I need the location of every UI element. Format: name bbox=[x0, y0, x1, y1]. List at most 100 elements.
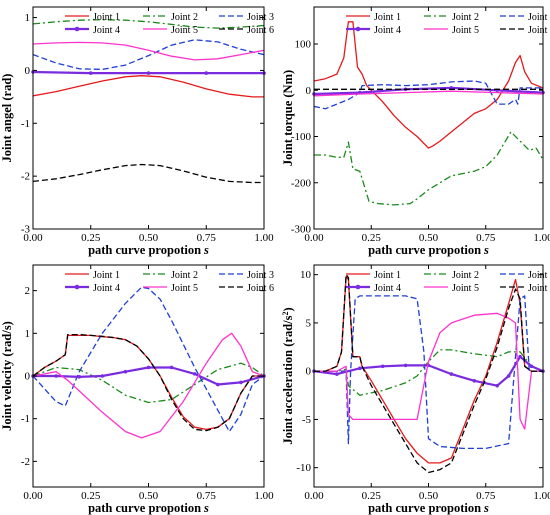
series-line-joint-4 bbox=[314, 86, 543, 96]
legend-label-joint-3: Joint 3 bbox=[247, 12, 274, 23]
plot-frame bbox=[313, 6, 544, 230]
series-line-joint-6 bbox=[314, 274, 543, 474]
legend-label-joint-5: Joint 5 bbox=[452, 25, 479, 36]
series-line-joint-5 bbox=[314, 90, 543, 97]
legend-label-joint-1: Joint 1 bbox=[93, 12, 120, 23]
y-tick-label: -100 bbox=[291, 131, 312, 143]
y-tick-label: 5 bbox=[306, 317, 312, 329]
series-line-joint-5 bbox=[33, 332, 264, 439]
y-axis-label: Joint torque (Nm) bbox=[281, 70, 295, 166]
series-line-joint-5 bbox=[314, 312, 543, 430]
legend-label-joint-3: Joint 3 bbox=[528, 12, 550, 23]
series-line-joint-4 bbox=[33, 366, 264, 386]
y-tick-label: -3 bbox=[21, 224, 31, 236]
y-tick-label: -10 bbox=[296, 462, 311, 474]
y-axis-label: Joint velocity (rad/s) bbox=[0, 321, 14, 431]
series-line-joint-1 bbox=[33, 75, 264, 98]
chart-panel-1: 0.00 0.25 0.50 0.75 1.00 -3 -2 -1 0 1 path curve p… bbox=[0, 6, 274, 257]
series-point-joint-4 bbox=[216, 382, 220, 387]
x-axis-label-symbol: s bbox=[483, 501, 489, 515]
series-point-joint-4 bbox=[358, 366, 362, 371]
legend-label-joint-2: Joint 2 bbox=[452, 12, 479, 23]
series-line-joint-3 bbox=[33, 286, 264, 433]
series-line-joint-6 bbox=[33, 333, 264, 432]
legend-label-joint-1: Joint 1 bbox=[374, 12, 401, 23]
legend-label-joint-1: Joint 1 bbox=[374, 270, 401, 281]
series-line-joint-3 bbox=[314, 80, 543, 110]
x-axis-label-symbol: s bbox=[483, 243, 489, 257]
x-tick-label: 1.00 bbox=[254, 490, 274, 502]
series-point-joint-4 bbox=[335, 372, 339, 376]
x-tick-label: 0.50 bbox=[419, 490, 439, 502]
series-point-joint-4 bbox=[54, 374, 58, 378]
x-tick-label: 1.00 bbox=[533, 232, 550, 244]
series-line-joint-2 bbox=[314, 131, 543, 206]
series-point-joint-4 bbox=[239, 380, 243, 385]
legend-marker-joint-4 bbox=[74, 284, 80, 290]
series-point-joint-4 bbox=[518, 354, 522, 359]
legend-label-joint-6: Joint 6 bbox=[528, 283, 550, 294]
x-tick-label: 0.25 bbox=[81, 232, 101, 244]
y-tick-label: 10 bbox=[300, 269, 312, 281]
y-axis-label-text: Joint acceleration (rad/s bbox=[281, 315, 295, 444]
series-point-joint-4 bbox=[77, 375, 81, 379]
y-tick-label: 0 bbox=[306, 85, 312, 97]
series-line-joint-5 bbox=[33, 41, 264, 61]
series-point-joint-4 bbox=[100, 374, 105, 378]
y-axis-label: Joint angel (rad) bbox=[0, 74, 14, 163]
x-axis-label-symbol: s bbox=[203, 501, 209, 515]
y-axis-label-text: Joint velocity (rad/s) bbox=[0, 321, 14, 431]
x-tick-label: 0.00 bbox=[304, 490, 324, 502]
series-line-joint-3 bbox=[33, 39, 264, 71]
series-point-joint-4 bbox=[146, 365, 151, 370]
legend-marker-joint-4 bbox=[74, 26, 80, 32]
x-tick-label: 0.00 bbox=[304, 232, 324, 244]
y-tick-label: -2 bbox=[21, 171, 30, 183]
x-tick-label: 0.75 bbox=[476, 232, 496, 244]
y-tick-label: 0 bbox=[25, 371, 31, 383]
x-tick-label: 0.50 bbox=[139, 490, 159, 502]
legend-label-joint-5: Joint 5 bbox=[171, 283, 198, 294]
legend-label-joint-3: Joint 3 bbox=[247, 270, 274, 281]
y-tick-label: -1 bbox=[21, 118, 30, 130]
x-axis-label: path curve propotion s bbox=[88, 501, 209, 515]
legend-label-joint-6: Joint 6 bbox=[528, 25, 550, 36]
series-point-joint-4 bbox=[495, 383, 500, 388]
series-point-joint-4 bbox=[88, 71, 93, 75]
y-tick-label: -2 bbox=[21, 456, 30, 468]
series-point-joint-4 bbox=[449, 372, 454, 376]
legend-label-joint-4: Joint 4 bbox=[374, 25, 401, 36]
y-axis-label-close: ) bbox=[281, 307, 295, 311]
x-tick-label: 0.00 bbox=[23, 490, 43, 502]
x-axis-label: path curve propotion s bbox=[368, 501, 489, 515]
series-point-joint-4 bbox=[472, 379, 477, 383]
plot-frame bbox=[32, 6, 265, 230]
series-point-joint-4 bbox=[204, 71, 209, 75]
chart-panel-2: 0.00 0.25 0.50 0.75 1.00 -300 -200 -100 0 100 path… bbox=[281, 6, 550, 257]
y-axis-label-superscript: 2 bbox=[281, 312, 290, 316]
series-line-joint-2 bbox=[33, 19, 264, 29]
x-tick-label: 1.00 bbox=[254, 232, 274, 244]
legend-label-joint-4: Joint 4 bbox=[374, 283, 401, 294]
x-tick-label: 0.00 bbox=[23, 232, 43, 244]
y-tick-label: -1 bbox=[21, 413, 30, 425]
series-line-joint-6 bbox=[33, 163, 264, 184]
x-axis-label: path curve propotion s bbox=[88, 243, 209, 257]
series-point-joint-4 bbox=[146, 71, 151, 75]
legend-label-joint-5: Joint 5 bbox=[171, 25, 198, 36]
legend-label-joint-3: Joint 3 bbox=[528, 270, 550, 281]
x-axis-label-text: path curve propotion bbox=[88, 243, 201, 257]
y-tick-label: 1 bbox=[25, 328, 31, 340]
y-tick-label: -300 bbox=[291, 224, 312, 236]
x-axis-label-text: path curve propotion bbox=[368, 243, 481, 257]
legend-label-joint-4: Joint 4 bbox=[93, 283, 120, 294]
y-axis-label-text: Joint angel (rad) bbox=[0, 74, 14, 163]
series-point-joint-4 bbox=[169, 365, 174, 370]
x-tick-label: 0.50 bbox=[419, 232, 439, 244]
series-line-joint-2 bbox=[33, 362, 264, 404]
x-tick-label: 0.25 bbox=[362, 490, 382, 502]
legend-marker-joint-4 bbox=[355, 284, 361, 290]
x-tick-label: 0.25 bbox=[362, 232, 382, 244]
series-point-joint-4 bbox=[123, 369, 128, 374]
y-tick-label: 1 bbox=[25, 12, 31, 24]
